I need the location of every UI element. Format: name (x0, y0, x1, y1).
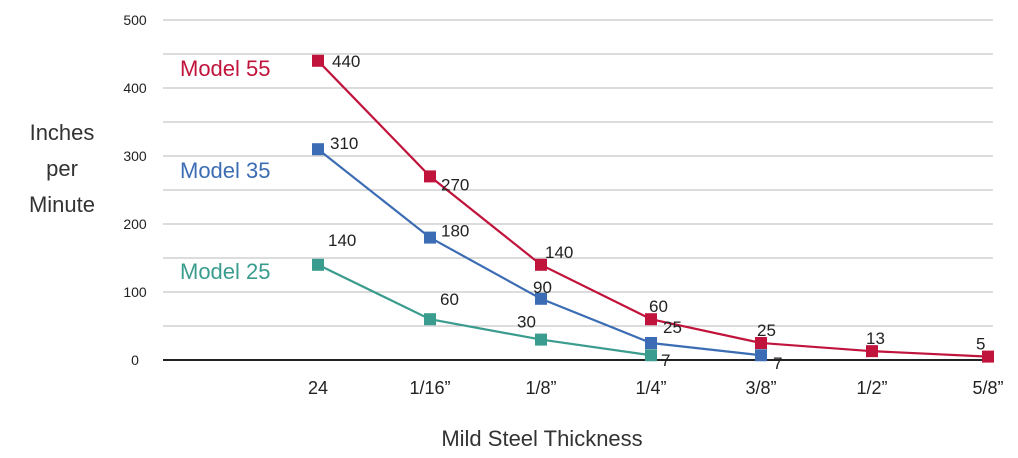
data-label: 7 (773, 354, 782, 373)
data-label: 25 (757, 321, 776, 340)
y-axis-title-line-2: per (46, 156, 78, 181)
series-line-model-35 (317, 148, 762, 357)
data-point-marker (755, 337, 767, 349)
y-axis-title-line-3: Minute (29, 192, 95, 217)
series-label-model-35: Model 35 (180, 158, 271, 183)
x-tick-label: 1/8” (525, 378, 556, 398)
data-point-marker (312, 258, 324, 271)
data-label: 30 (517, 313, 536, 332)
x-tick-label: 1/4” (635, 378, 666, 398)
series-line-model-25 (317, 263, 652, 357)
x-tick-label: 5/8” (972, 378, 1003, 398)
series-label-model-55: Model 55 (180, 56, 271, 81)
data-point-marker (645, 313, 657, 326)
data-point-marker (645, 349, 657, 362)
data-point-marker (866, 345, 878, 358)
data-point-marker (535, 258, 547, 271)
data-point-marker (535, 292, 547, 305)
data-label: 440 (332, 52, 360, 71)
x-tick-label: 3/8” (745, 378, 776, 398)
data-label: 270 (441, 175, 469, 194)
data-label: 140 (328, 231, 356, 250)
data-label: 60 (440, 290, 459, 309)
x-tick-label: 1/16” (409, 378, 450, 398)
data-label: 5 (976, 335, 985, 354)
y-tick-label: 300 (123, 148, 147, 164)
y-tick-label: 400 (123, 80, 147, 96)
data-label: 140 (545, 243, 573, 262)
data-point-marker (312, 143, 324, 156)
data-label: 180 (441, 222, 469, 241)
y-axis-title-line-1: Inches (30, 120, 95, 145)
y-tick-label: 0 (131, 352, 139, 368)
y-tick-label: 100 (123, 284, 147, 300)
data-point-marker (535, 333, 547, 346)
data-label: 13 (866, 329, 885, 348)
series-label-model-25: Model 25 (180, 259, 271, 284)
data-point-marker (755, 349, 767, 362)
data-point-marker (424, 313, 436, 326)
data-point-marker (982, 350, 994, 363)
data-label: 25 (663, 318, 682, 337)
y-tick-label: 500 (123, 12, 147, 28)
data-label: 7 (661, 351, 670, 370)
data-point-marker (424, 231, 436, 244)
data-label: 310 (330, 134, 358, 153)
x-axis-title: Mild Steel Thickness (441, 426, 642, 451)
x-tick-label: 1/2” (856, 378, 887, 398)
data-point-marker (645, 337, 657, 349)
x-tick-label: 24 (308, 378, 328, 398)
data-label: 60 (649, 297, 668, 316)
data-label: 90 (533, 278, 552, 297)
y-tick-label: 200 (123, 216, 147, 232)
data-point-marker (312, 54, 324, 67)
data-point-marker (424, 170, 436, 183)
